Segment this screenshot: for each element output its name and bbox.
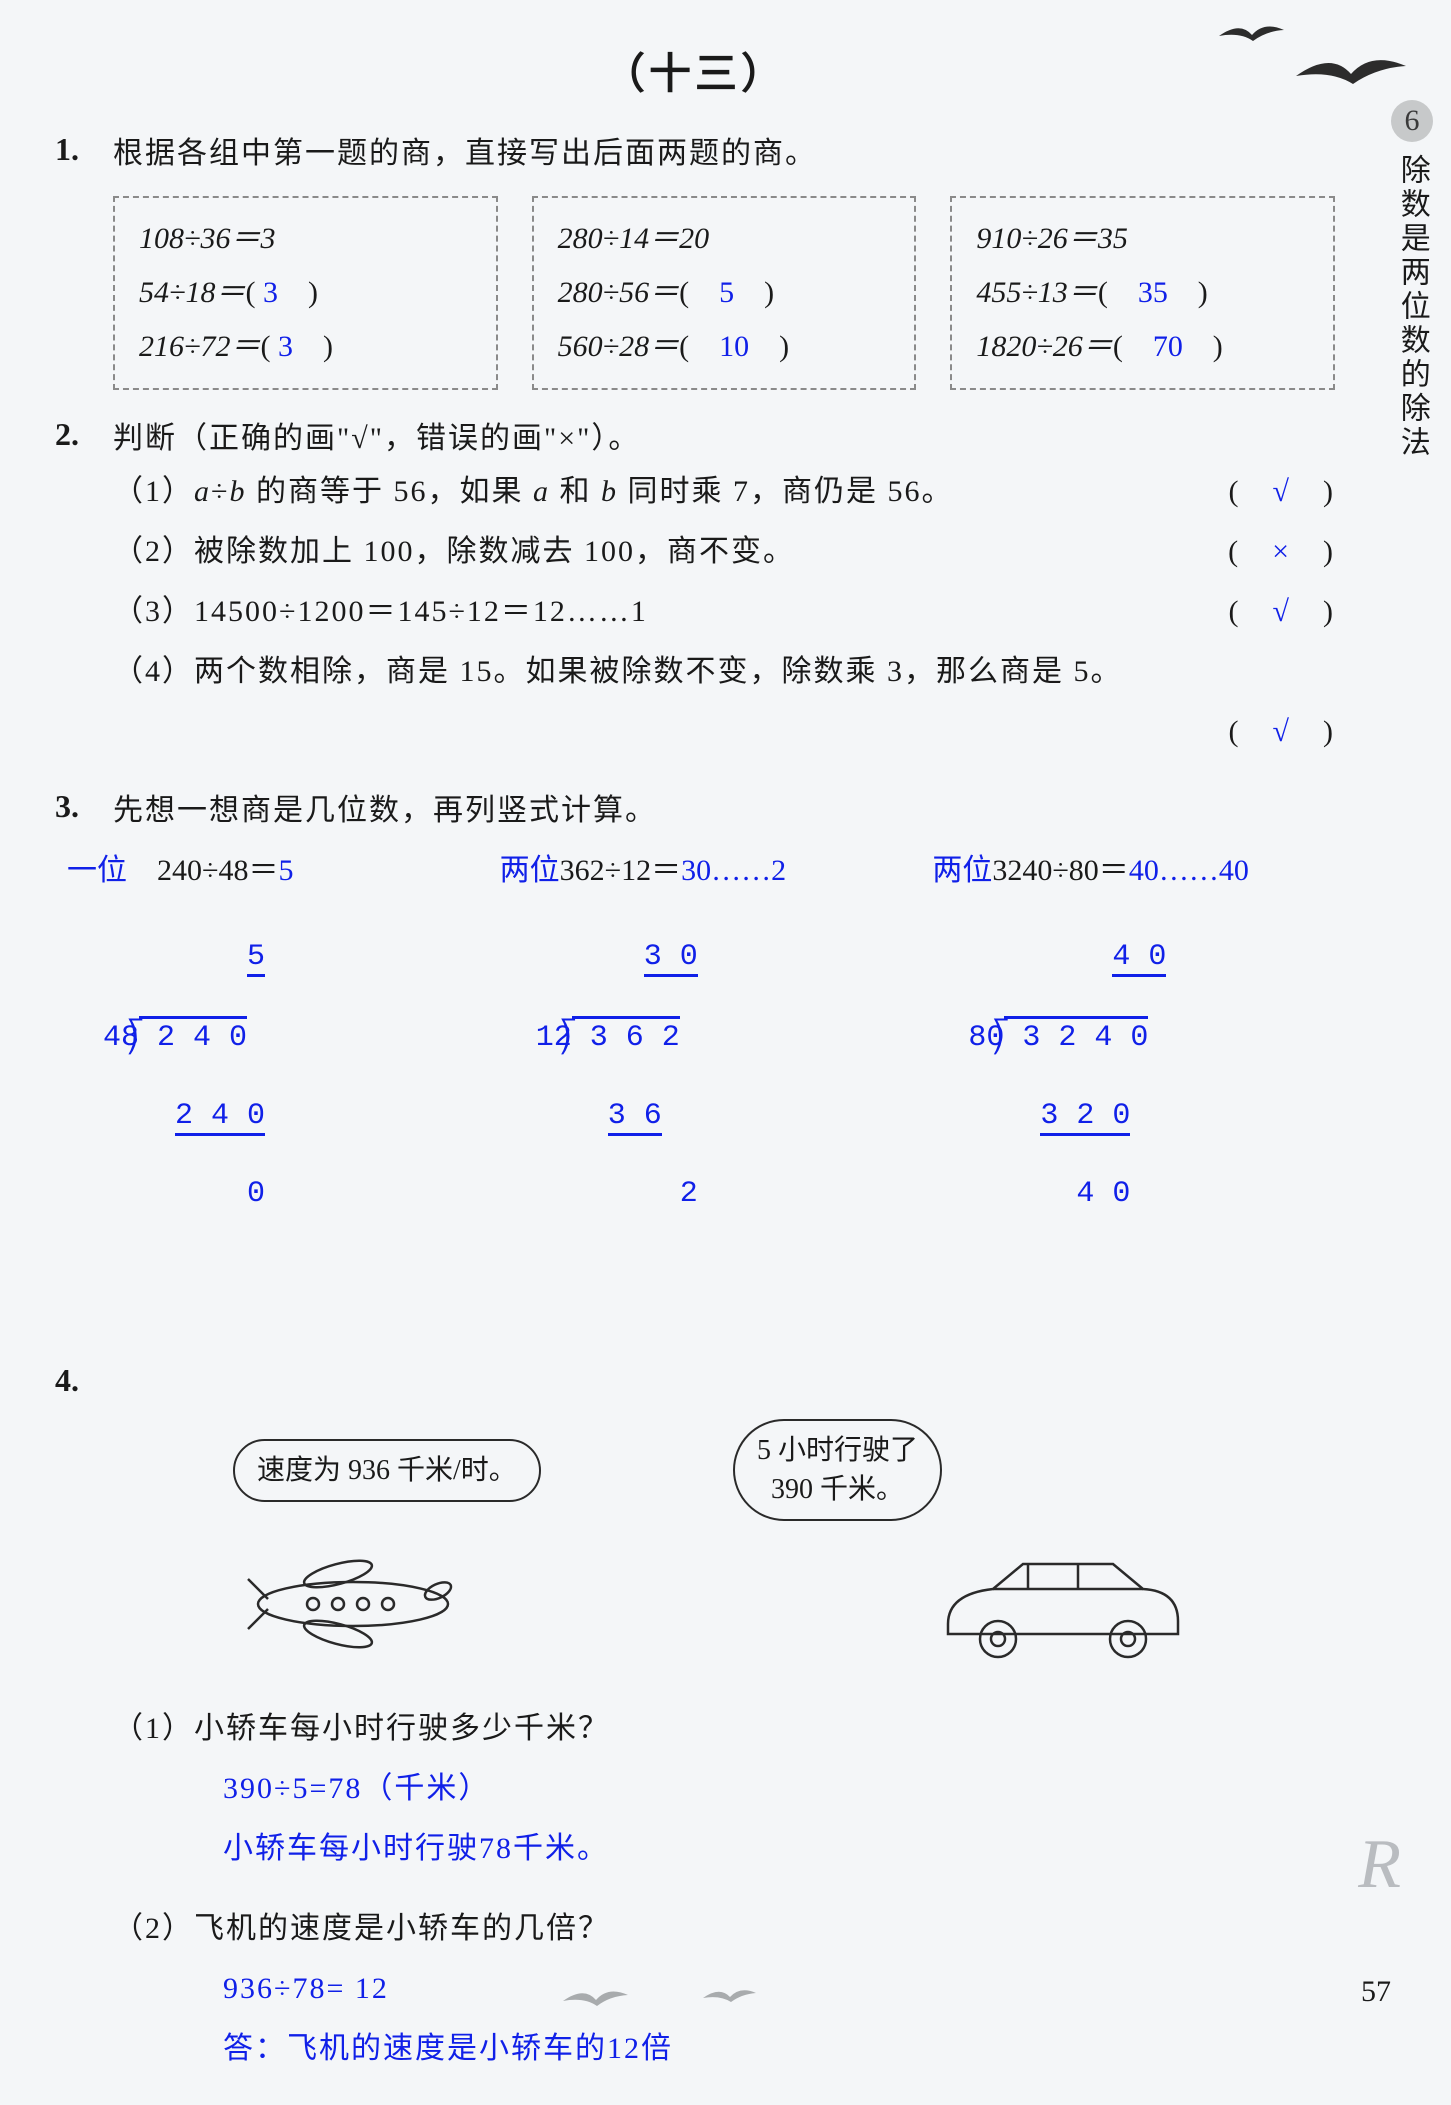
q1-box: 910÷26＝35 455÷13＝( 35 ) 1820÷26＝( 70 ) (950, 196, 1335, 390)
q3-expr: 3240÷80＝ (992, 854, 1128, 887)
chapter-label: 除数是两位数的除法 (1393, 154, 1431, 460)
eq-lhs: 1820÷26＝ (976, 330, 1112, 363)
q3-result: 30……2 (681, 854, 786, 887)
q2-items: （1）a÷b 的商等于 56，如果 a 和 b 同时乘 7，商仍是 56。( √… (113, 462, 1335, 762)
bird-icon (560, 1983, 630, 2025)
digits-label: 两位 (932, 854, 992, 887)
q2-item-num: （2） (113, 535, 194, 568)
eq-given: 20 (679, 222, 709, 255)
question-2: 2. 判断（正确的画"√"，错误的画"×"）。 （1）a÷b 的商等于 56，如… (55, 416, 1335, 763)
q4-illustration: 速度为 936 千米/时。 5 小时行驶了 390 千米。 (113, 1439, 1335, 1679)
eq-lhs: 280÷14＝ (558, 222, 679, 255)
eq-answer: 10 (719, 330, 749, 363)
digits-label: 一位 (67, 854, 127, 887)
page-content: （十三） 1. 根据各组中第一题的商，直接写出后面两题的商。 108÷36＝3 … (55, 40, 1335, 2105)
q3-item: 两位3240÷80＝40……40 4 0 80⟌ 3 2 4 0 3 2 0 4… (932, 845, 1335, 1292)
ld-dividend: 2 4 0 (157, 1021, 247, 1055)
eq-given: 3 (260, 222, 275, 255)
digits-label: 两位 (500, 854, 560, 887)
eq-lhs: 910÷26＝ (976, 222, 1097, 255)
q4-number: 4. (55, 1362, 113, 1399)
q3-result: 5 (278, 854, 293, 887)
q3-expr: 362÷12＝ (560, 854, 681, 887)
ld-step: 4 0 (1076, 1177, 1130, 1211)
ld-step: 3 6 (608, 1099, 662, 1136)
eq-answer: 70 (1153, 330, 1183, 363)
eq-lhs: 216÷72＝ (139, 330, 260, 363)
q2-item-text: 两个数相除，商是 15。如果被除数不变，除数乘 3，那么商是 5。 (194, 655, 1123, 688)
q2-number: 2. (55, 416, 113, 453)
question-3: 3. 先想一想商是几位数，再列竖式计算。 一位 240÷48＝5 5 48⟌ 2… (55, 788, 1335, 1292)
q4-work: 936÷78= 12 (223, 1972, 389, 2005)
ld-dividend: 3 6 2 (590, 1021, 680, 1055)
q1-box: 280÷14＝20 280÷56＝( 5 ) 560÷28＝( 10 ) (532, 196, 917, 390)
plane-icon (243, 1549, 473, 1667)
eq-answer: 3 (278, 330, 293, 363)
ld-dividend: 3 2 4 0 (1022, 1021, 1148, 1055)
plane-bubble-text: 速度为 936 千米/时。 (257, 1455, 517, 1486)
q2-item-num: （3） (113, 595, 194, 628)
ld-step: 2 4 0 (175, 1099, 265, 1136)
q4-sub-num: （1） (113, 1712, 194, 1745)
q3-expr: 240÷48＝ (157, 854, 278, 887)
q4-sub-text: 飞机的速度是小轿车的几倍？ (194, 1912, 610, 1945)
eq-given: 35 (1098, 222, 1128, 255)
q4-answer: 答：飞机的速度是小轿车的12倍 (223, 2032, 673, 2065)
car-bubble-line2: 390 千米。 (771, 1474, 904, 1505)
q3-items: 一位 240÷48＝5 5 48⟌ 2 4 0 2 4 0 0 两位362÷12… (67, 845, 1335, 1292)
q3-item: 两位362÷12＝30……2 3 0 12⟌ 3 6 2 3 6 2 (500, 845, 903, 1292)
q2-ans: √ (1273, 595, 1291, 628)
eq-lhs: 280÷56＝ (558, 276, 679, 309)
long-division: 5 48⟌ 2 4 0 2 4 0 0 (67, 899, 470, 1292)
eq-lhs: 455÷13＝ (976, 276, 1097, 309)
eq-lhs: 54÷18＝ (139, 276, 245, 309)
car-bubble: 5 小时行驶了 390 千米。 (733, 1419, 942, 1521)
question-4: 4. 速度为 936 千米/时。 5 小时行驶了 390 千米。 (55, 1362, 1335, 2079)
long-division: 3 0 12⟌ 3 6 2 3 6 2 (500, 899, 903, 1292)
ld-quotient: 4 0 (1112, 940, 1166, 977)
eq-answer: 3 (263, 276, 278, 309)
eq-lhs: 108÷36＝ (139, 222, 260, 255)
q2-ans: × (1272, 535, 1291, 568)
eq-lhs: 560÷28＝ (558, 330, 679, 363)
page-number: 57 (1361, 1975, 1391, 2009)
car-bubble-line1: 5 小时行驶了 (757, 1435, 918, 1466)
ld-quotient: 5 (247, 940, 265, 977)
q2-ans: √ (1273, 715, 1291, 748)
q2-item-num: （1） (113, 475, 194, 508)
q2-text: 判断（正确的画"√"，错误的画"×"）。 (113, 416, 1335, 463)
q4-subs: （1）小轿车每小时行驶多少千米？ 390÷5=78（千米） 小轿车每小时行驶78… (113, 1699, 1335, 2079)
q3-text: 先想一想商是几位数，再列竖式计算。 (113, 788, 1335, 835)
question-1: 1. 根据各组中第一题的商，直接写出后面两题的商。 108÷36＝3 54÷18… (55, 131, 1335, 390)
q4-sub-num: （2） (113, 1912, 194, 1945)
q3-item: 一位 240÷48＝5 5 48⟌ 2 4 0 2 4 0 0 (67, 845, 470, 1292)
q1-text: 根据各组中第一题的商，直接写出后面两题的商。 (113, 131, 1335, 178)
side-tab: 6 除数是两位数的除法 (1388, 100, 1436, 460)
eq-answer: 35 (1138, 276, 1168, 309)
ld-step: 3 2 0 (1040, 1099, 1130, 1136)
q2-item-text: 14500÷1200＝145÷12＝12……1 (194, 595, 648, 628)
q1-number: 1. (55, 131, 113, 168)
q4-answer: 小轿车每小时行驶78千米。 (223, 1832, 609, 1865)
long-division: 4 0 80⟌ 3 2 4 0 3 2 0 4 0 (932, 899, 1335, 1292)
ld-step: 2 (680, 1177, 698, 1211)
bird-icon (700, 1983, 758, 2019)
q3-result: 40……40 (1129, 854, 1249, 887)
q2-ans: √ (1273, 475, 1291, 508)
corner-glyph: R (1358, 1825, 1401, 1905)
eq-answer: 5 (719, 276, 734, 309)
q1-boxes: 108÷36＝3 54÷18＝( 3 ) 216÷72＝( 3 ) 280÷14… (113, 196, 1335, 390)
q4-work: 390÷5=78（千米） (223, 1772, 490, 1805)
q3-number: 3. (55, 788, 113, 825)
page-title: （十三） (55, 40, 1335, 101)
plane-bubble: 速度为 936 千米/时。 (233, 1439, 541, 1502)
car-icon (933, 1549, 1193, 1677)
q2-item-text: 被除数加上 100，除数减去 100，商不变。 (194, 535, 795, 568)
chapter-number-badge: 6 (1391, 100, 1433, 142)
q4-sub-text: 小轿车每小时行驶多少千米？ (194, 1712, 610, 1745)
q2-item-num: （4） (113, 655, 194, 688)
q1-box: 108÷36＝3 54÷18＝( 3 ) 216÷72＝( 3 ) (113, 196, 498, 390)
ld-quotient: 3 0 (644, 940, 698, 977)
ld-step: 0 (247, 1177, 265, 1211)
